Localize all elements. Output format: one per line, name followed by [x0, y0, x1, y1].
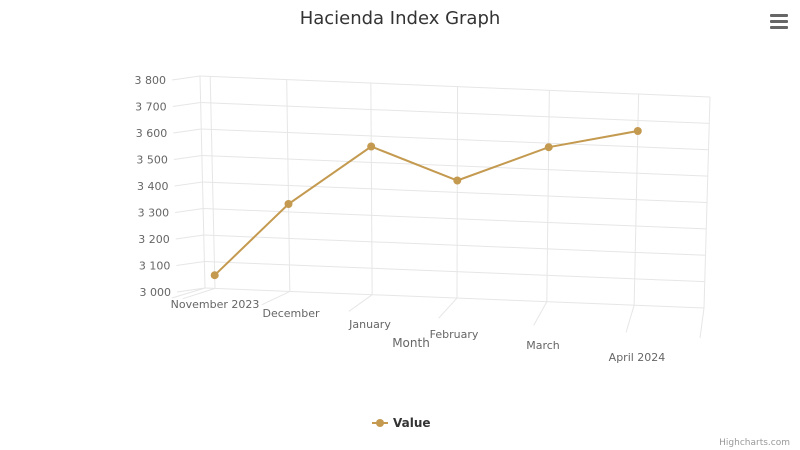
y-gridline: [203, 234, 706, 256]
y-tick-label: 3 100: [139, 260, 171, 273]
x-gridline: [456, 86, 459, 299]
y-gridline-side: [176, 287, 206, 293]
x-gridline: [370, 83, 373, 295]
horizontal-gridlines: [171, 75, 711, 309]
floor-gridline: [182, 287, 216, 300]
y-gridline: [202, 181, 708, 203]
credits-link[interactable]: Highcharts.com: [719, 438, 790, 448]
y-gridline-side: [173, 128, 202, 134]
legend-item-value[interactable]: Value: [393, 416, 431, 430]
legend[interactable]: Value: [372, 416, 431, 430]
context-menu-button[interactable]: [766, 10, 792, 34]
floor-gridline: [261, 290, 291, 306]
y-tick-label: 3 500: [136, 154, 168, 167]
y-gridline-side: [171, 75, 201, 81]
floor-gridline: [348, 294, 373, 312]
series-line[interactable]: [214, 130, 638, 276]
floor-gridline: [533, 301, 548, 326]
y-gridline: [201, 128, 709, 151]
x-tick-label: December: [262, 307, 320, 320]
y-gridline: [203, 208, 707, 230]
y-gridline: [201, 155, 708, 177]
data-point[interactable]: [544, 143, 553, 152]
y-tick-label: 3 000: [140, 286, 172, 299]
y-gridline-side: [172, 102, 201, 107]
x-gridline: [286, 79, 291, 292]
menu-bar-bottom: [770, 26, 788, 29]
y-tick-label: 3 700: [135, 101, 167, 114]
x-gridline: [209, 76, 216, 289]
y-gridline-side: [176, 261, 205, 266]
y-gridline-side: [173, 155, 202, 160]
data-point[interactable]: [367, 142, 376, 151]
y-axis-labels: 3 000 3 100 3 200 3 300 3 400 3 500 3 600 3 700…: [135, 74, 172, 299]
hamburger-menu-icon[interactable]: [770, 14, 788, 29]
floor-right-edge: [699, 307, 705, 339]
menu-bar-top: [770, 14, 788, 17]
vertical-gridlines: [182, 76, 640, 333]
y-gridline: [199, 75, 711, 98]
x-gridline: [546, 90, 550, 302]
series-value[interactable]: [210, 127, 642, 280]
x-tick-label: April 2024: [609, 351, 666, 364]
floor-left-edge: [171, 287, 206, 299]
y-gridline: [204, 261, 705, 283]
data-point[interactable]: [284, 200, 293, 208]
y-gridline-side: [175, 234, 204, 240]
chart-title: Hacienda Index Graph: [300, 8, 501, 29]
x-tick-label: January: [348, 318, 391, 331]
y-tick-label: 3 400: [137, 180, 169, 193]
floor-gridline: [438, 297, 458, 319]
y-tick-label: 3 200: [138, 233, 170, 246]
y-tick-label: 3 600: [136, 127, 168, 140]
data-point[interactable]: [633, 127, 642, 135]
x-tick-label: March: [526, 339, 560, 352]
floor-gridline: [625, 305, 635, 333]
menu-bar-middle: [770, 20, 788, 23]
x-axis-title: Month: [392, 336, 430, 350]
y-gridline-side: [175, 208, 204, 213]
y-gridline: [200, 102, 710, 124]
y-gridline-side: [174, 181, 203, 187]
data-point[interactable]: [210, 271, 219, 280]
y-tick-label: 3 300: [138, 207, 170, 220]
y-tick-label: 3 800: [135, 74, 167, 87]
y-gridline: [204, 287, 705, 309]
x-tick-label: February: [430, 328, 479, 341]
legend-marker: [376, 419, 384, 427]
x-tick-label: November 2023: [171, 298, 260, 311]
data-point[interactable]: [453, 176, 462, 185]
